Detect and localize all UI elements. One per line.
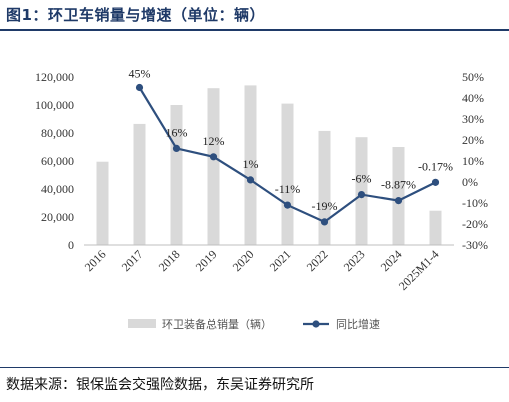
right-tick-label: 0%	[462, 175, 478, 189]
growth-data-label: -19%	[312, 199, 338, 213]
growth-data-label: -11%	[275, 182, 301, 196]
growth-data-label: 12%	[203, 134, 225, 148]
growth-point-2022	[320, 218, 329, 226]
growth-point-2017	[135, 83, 144, 92]
legend-line-label: 同比增速	[336, 317, 380, 331]
growth-point-2023	[357, 191, 366, 199]
x-tick-label: 2018	[156, 247, 183, 274]
source-note: 数据来源：银保监会交强险数据，东吴证券研究所	[6, 377, 314, 393]
title-rule	[0, 29, 509, 31]
x-tick-label: 2025M1-4	[396, 247, 442, 293]
line-layer	[135, 83, 440, 226]
x-tick-label: 2016	[82, 247, 109, 274]
growth-point-2018	[172, 144, 181, 152]
right-tick-label: 40%	[462, 91, 484, 105]
bar-2021	[281, 103, 294, 245]
x-tick-label: 2023	[341, 247, 368, 274]
growth-data-label: -8.87%	[381, 178, 416, 192]
bar-2019	[207, 88, 220, 245]
growth-data-label: 16%	[166, 125, 188, 139]
bar-2018	[170, 105, 183, 245]
right-tick-label: 50%	[462, 70, 484, 84]
left-tick-label: 40,000	[41, 182, 74, 196]
left-tick-label: 60,000	[41, 154, 74, 168]
growth-point-2020	[246, 176, 255, 184]
legend: 环卫装备总销量（辆） 同比增速	[128, 317, 380, 331]
bar-2016	[96, 161, 109, 245]
growth-point-2025M1-4	[431, 178, 440, 186]
x-tick-label: 2020	[230, 247, 257, 274]
left-tick-label: 80,000	[41, 126, 74, 140]
legend-bar-swatch	[128, 319, 156, 328]
right-tick-label: -30%	[462, 238, 488, 252]
bar-2022	[318, 130, 331, 245]
figure-title: 图1：环卫车销量与增速（单位：辆）	[6, 6, 265, 24]
bar-2020	[244, 85, 257, 246]
growth-point-2019	[209, 153, 218, 161]
growth-point-2021	[283, 201, 292, 209]
bottom-rule	[0, 367, 509, 368]
right-tick-label: -10%	[462, 196, 488, 210]
bars-layer	[96, 85, 442, 246]
x-tick-label: 2017	[119, 247, 146, 274]
growth-data-label: -0.17%	[418, 159, 453, 173]
growth-data-label: 45%	[129, 67, 151, 81]
left-tick-label: 120,000	[35, 70, 74, 84]
right-tick-label: 30%	[462, 112, 484, 126]
legend-bar-label: 环卫装备总销量（辆）	[162, 317, 272, 331]
chart: 0 20,000 40,000 60,000 80,000 100,000 120,000 -…	[35, 67, 488, 332]
right-tick-label: -20%	[462, 217, 488, 231]
left-tick-label: 20,000	[41, 210, 74, 224]
right-tick-label: 10%	[462, 154, 484, 168]
growth-data-label: 1%	[243, 157, 259, 171]
legend-line-marker	[312, 320, 320, 328]
labels-layer: 45% 16% 12% 1% -11% -19% -6% -8.87%-0.17%	[129, 67, 454, 213]
bar-2025M1-4	[429, 210, 442, 245]
growth-point-2024	[394, 197, 403, 205]
right-tick-label: 20%	[462, 133, 484, 147]
x-tick-label: 2024	[378, 247, 405, 274]
bar-2017	[133, 123, 146, 245]
x-tick-label: 2019	[193, 247, 220, 274]
growth-data-label: -6%	[352, 172, 372, 186]
x-tick-label: 2022	[304, 247, 331, 274]
left-tick-label: 100,000	[35, 98, 74, 112]
x-tick-label: 2021	[267, 247, 294, 274]
bar-2024	[392, 147, 405, 245]
left-tick-label: 0	[68, 238, 74, 252]
